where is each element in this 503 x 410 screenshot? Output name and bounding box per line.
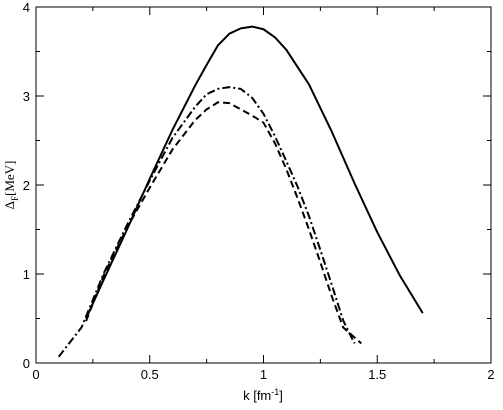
y-tick-label: 2 <box>23 178 30 193</box>
x-axis-title-superscript: -1 <box>271 387 279 397</box>
y-tick-label: 4 <box>23 0 30 15</box>
x-axis-title: k [fm-1] <box>243 387 283 403</box>
y-tick-label: 0 <box>23 356 30 371</box>
series-line-dashdot <box>57 86 356 358</box>
ticks-layer: 0 0.5 1 1.5 2 0 1 2 3 4 <box>23 0 495 382</box>
plot-frame <box>35 6 492 364</box>
y-tick-label: 1 <box>23 267 30 282</box>
x-tick-label: 0 <box>32 367 39 382</box>
y-axis-title: ΔF[MeV] <box>2 161 20 210</box>
y-axis-title-subscript: F <box>10 196 20 201</box>
y-axis-title-symbol: Δ <box>2 201 17 209</box>
x-tick-label: 0.5 <box>141 367 159 382</box>
x-tick-label: 2 <box>487 367 494 382</box>
x-tick-label: 1 <box>260 367 267 382</box>
x-axis-title-suffix: ] <box>279 388 283 403</box>
y-tick-label: 3 <box>23 89 30 104</box>
series-layer <box>57 25 424 358</box>
series-line-solid <box>85 25 424 319</box>
x-tick-label: 1.5 <box>368 367 386 382</box>
series-line-dashed <box>85 101 362 345</box>
y-axis-title-unit: [MeV] <box>2 161 17 196</box>
